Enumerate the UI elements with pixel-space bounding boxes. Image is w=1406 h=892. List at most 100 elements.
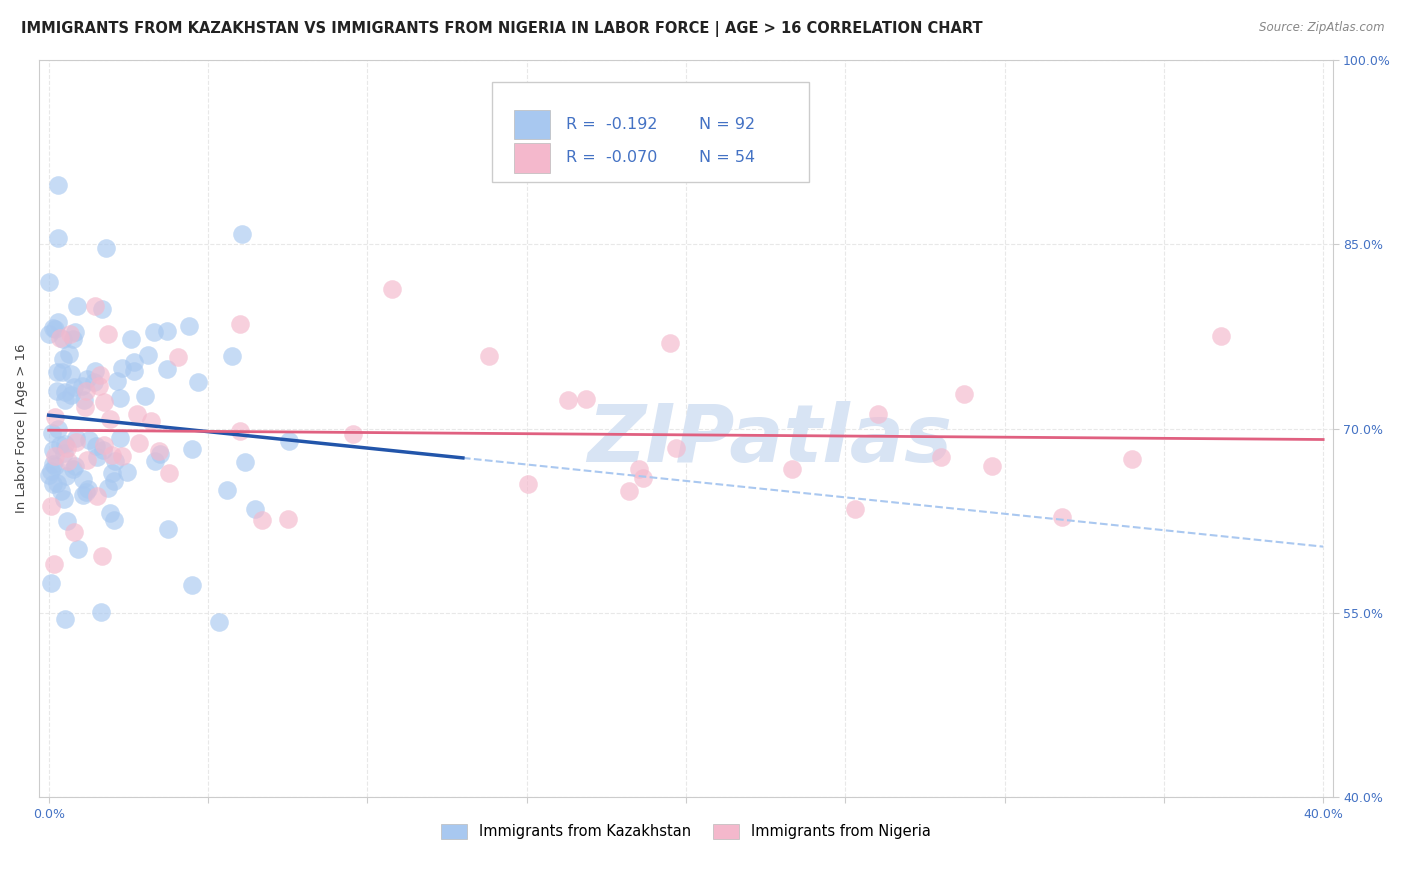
Bar: [513, 110, 550, 139]
Bar: [513, 143, 550, 172]
Point: [53, 446, 76, 460]
Point: [1211, 329, 1233, 343]
Point: [250, 512, 273, 526]
Point: [55, 469, 77, 483]
Point: [53, 492, 76, 507]
Point: [75, 484, 97, 499]
Point: [228, 424, 250, 438]
Point: [76, 372, 98, 386]
Point: [128, 436, 150, 450]
Text: R =  -0.192: R = -0.192: [565, 117, 657, 132]
Point: [87, 379, 110, 393]
Point: [122, 364, 145, 378]
Point: [105, 375, 128, 389]
Legend: Immigrants from Kazakhstan, Immigrants from Nigeria: Immigrants from Kazakhstan, Immigrants f…: [436, 818, 936, 845]
Point: [231, 227, 253, 241]
Point: [56, 454, 79, 468]
Point: [96, 482, 118, 496]
Point: [156, 523, 179, 537]
Point: [62, 332, 84, 346]
Point: [75, 384, 97, 399]
Point: [73, 401, 96, 415]
Point: [56, 441, 79, 455]
Point: [76, 453, 98, 467]
Point: [46, 315, 69, 329]
Point: [41, 426, 63, 441]
Point: [478, 349, 501, 363]
Point: [101, 448, 124, 462]
Point: [181, 578, 204, 592]
Point: [101, 467, 124, 481]
Point: [156, 324, 179, 338]
Point: [79, 433, 101, 447]
Point: [149, 447, 172, 461]
Point: [63, 380, 86, 394]
Point: [44, 449, 66, 463]
Point: [49, 484, 72, 499]
Point: [73, 392, 96, 407]
Point: [97, 327, 120, 342]
Point: [45, 366, 67, 380]
Point: [51, 365, 73, 379]
Point: [931, 450, 953, 464]
Point: [41, 442, 63, 457]
Point: [84, 364, 107, 378]
Point: [1121, 452, 1143, 467]
Point: [63, 458, 86, 473]
Point: [38, 326, 60, 341]
Point: [125, 407, 148, 421]
Point: [42, 557, 65, 571]
Point: [38, 468, 60, 483]
Point: [65, 431, 87, 445]
Point: [844, 501, 866, 516]
Point: [52, 332, 75, 346]
Point: [91, 549, 114, 563]
Point: [90, 301, 112, 316]
Point: [62, 525, 84, 540]
Point: [780, 462, 803, 476]
Point: [342, 426, 364, 441]
Point: [120, 332, 142, 346]
Point: [157, 466, 180, 480]
Point: [208, 615, 231, 629]
Point: [55, 612, 77, 626]
Point: [952, 386, 974, 401]
Point: [111, 450, 134, 464]
Point: [1052, 509, 1074, 524]
Text: R =  -0.070: R = -0.070: [565, 150, 657, 165]
Point: [217, 483, 239, 497]
Text: IMMIGRANTS FROM KAZAKHSTAN VS IMMIGRANTS FROM NIGERIA IN LABOR FORCE | AGE > 16 : IMMIGRANTS FROM KAZAKHSTAN VS IMMIGRANTS…: [21, 21, 983, 37]
Point: [98, 412, 121, 426]
Point: [77, 482, 100, 496]
Text: ZIPatlas: ZIPatlas: [588, 401, 952, 479]
Point: [103, 512, 125, 526]
Point: [177, 319, 200, 334]
Point: [58, 326, 80, 341]
Point: [52, 352, 75, 367]
Point: [104, 454, 127, 468]
Point: [557, 392, 579, 407]
Point: [111, 361, 134, 376]
Point: [46, 178, 69, 192]
Point: [145, 454, 167, 468]
Point: [103, 474, 125, 488]
Point: [38, 275, 60, 289]
Point: [517, 477, 540, 491]
Point: [93, 395, 115, 409]
Point: [574, 392, 596, 407]
Point: [44, 409, 66, 424]
Point: [67, 541, 90, 556]
Point: [221, 349, 243, 363]
Point: [83, 300, 105, 314]
Point: [46, 475, 69, 490]
Point: [41, 321, 63, 335]
Point: [83, 375, 105, 389]
Point: [84, 439, 107, 453]
Point: [44, 322, 66, 336]
Point: [276, 512, 298, 526]
Point: [658, 336, 681, 351]
Point: [48, 438, 70, 452]
Point: [181, 442, 204, 456]
Point: [60, 387, 83, 401]
Text: Source: ZipAtlas.com: Source: ZipAtlas.com: [1260, 21, 1385, 34]
